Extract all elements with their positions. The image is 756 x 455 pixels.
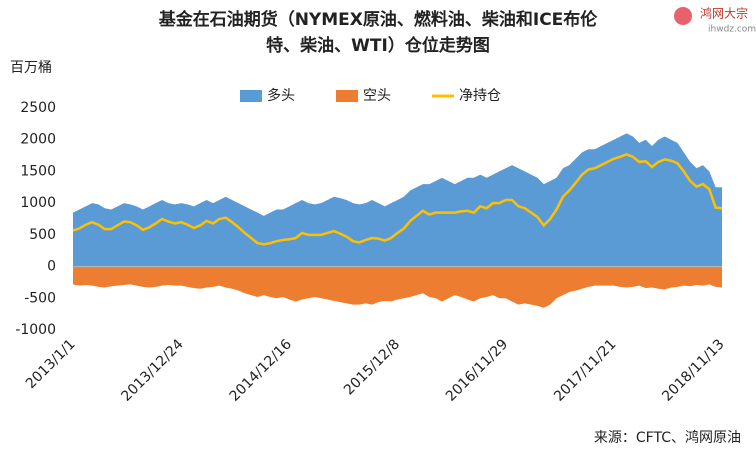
line	[72, 152, 723, 246]
y-unit: 百万桶	[10, 60, 52, 76]
x-tick-label: 2014/12/16	[227, 336, 295, 404]
x-tick-label: 2017/11/21	[551, 336, 619, 404]
y-tick-label: 500	[29, 227, 56, 243]
area	[73, 133, 722, 267]
x-tick-label: 2013/12/24	[118, 336, 186, 404]
logo-name: 鸿网大宗	[700, 6, 748, 21]
legend-label: 净持仓	[459, 88, 501, 104]
legend-swatch	[336, 90, 358, 102]
logo-icon	[674, 7, 692, 25]
y-tick-label: 1500	[20, 163, 56, 179]
source: 来源：CFTC、鸿网原油	[594, 429, 741, 446]
legend-label: 空头	[363, 88, 391, 104]
x-tick-label: 2013/1/1	[23, 336, 79, 392]
y-tick-label: -500	[24, 290, 56, 306]
x-tick-label: 2018/11/13	[659, 336, 727, 404]
y-tick-label: 2000	[20, 132, 56, 148]
logo-url: ihwdz.com	[708, 25, 756, 35]
legend-swatch	[240, 90, 262, 102]
chart-title-line: 基金在石油期货（NYMEX原油、燃料油、柴油和ICE布伦	[158, 9, 599, 30]
y-tick-label: 0	[47, 259, 56, 275]
area	[73, 266, 722, 308]
chart-title-line: 特、柴油、WTI）仓位走势图	[266, 35, 490, 56]
y-tick-label: -1000	[15, 322, 56, 338]
x-tick-label: 2016/11/29	[443, 336, 511, 404]
y-tick-label: 2500	[20, 100, 56, 116]
y-tick-label: 1000	[20, 195, 56, 211]
x-tick-label: 2015/12/8	[341, 336, 403, 398]
legend-label: 多头	[267, 87, 295, 104]
